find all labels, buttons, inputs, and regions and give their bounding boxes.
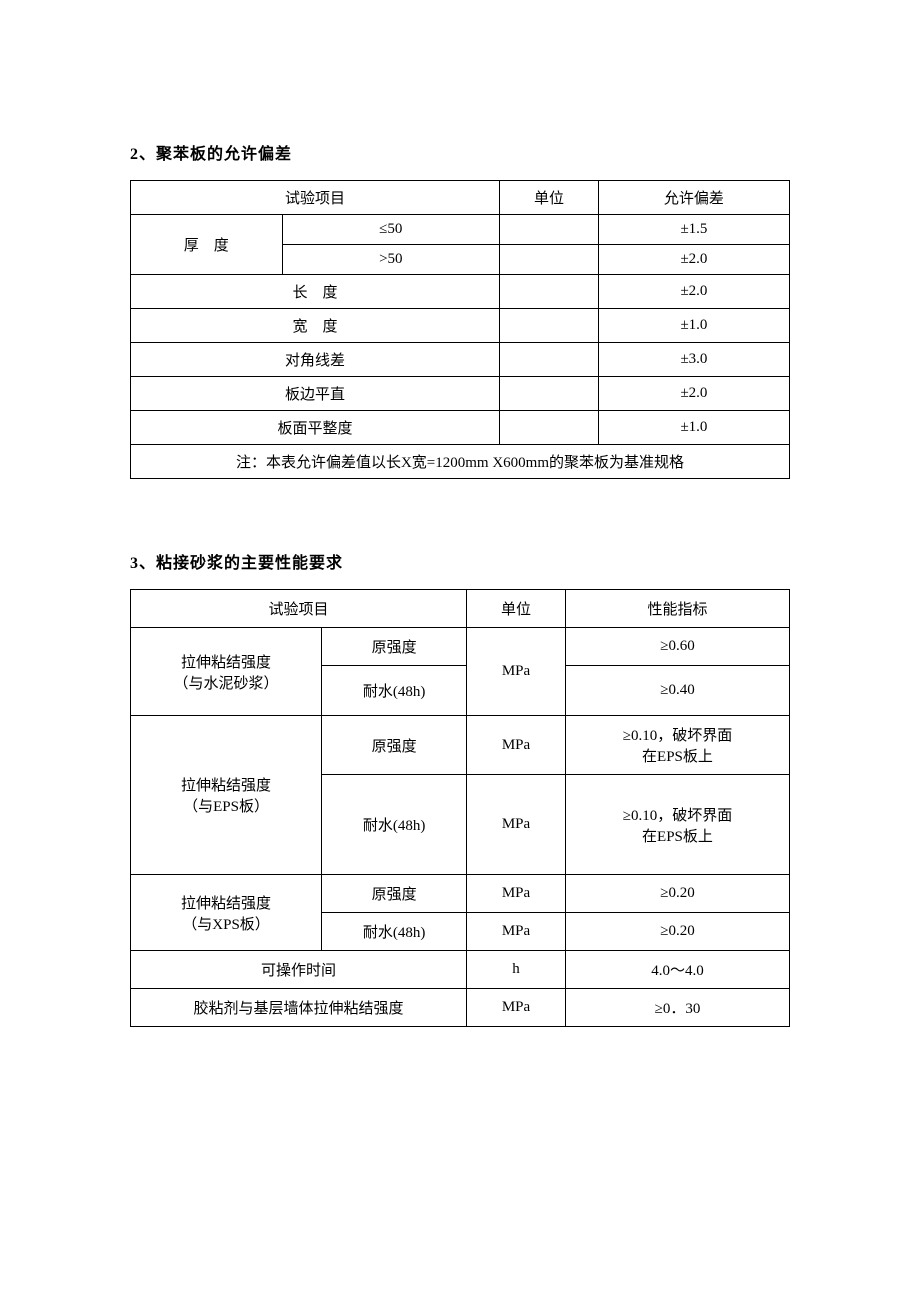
group-label-line2: （与水泥砂浆） — [174, 676, 279, 692]
cell-unit: MPa — [467, 628, 566, 716]
cell-unit — [500, 411, 599, 445]
cell-val: ≥0.20 — [565, 875, 789, 913]
cell-val: ±1.0 — [598, 309, 789, 343]
cell-unit: MPa — [467, 775, 566, 875]
cell-val: ≥0.20 — [565, 913, 789, 951]
header-item: 试验项目 — [131, 181, 500, 215]
table-note-row: 注：本表允许偏差值以长X宽=1200mm X600mm的聚苯板为基准规格 — [131, 445, 790, 479]
cell-param: 板边平直 — [131, 377, 500, 411]
cell-cond: 耐水(48h) — [322, 913, 467, 951]
cell-cond: 原强度 — [322, 875, 467, 913]
section-2-heading: 3、粘接砂浆的主要性能要求 — [130, 549, 790, 573]
cell-val: ±2.0 — [598, 245, 789, 275]
group-label: 拉伸粘结强度 （与XPS板） — [131, 875, 322, 951]
cell-val: ≥0.10，破坏界面 在EPS板上 — [565, 775, 789, 875]
val-line1: ≥0.10，破坏界面 — [623, 728, 732, 744]
val-line1: ≥0.10，破坏界面 — [623, 808, 732, 824]
cell-val: ±2.0 — [598, 377, 789, 411]
section-1-heading: 2、聚苯板的允许偏差 — [130, 140, 790, 164]
cell-unit — [500, 215, 599, 245]
table-row: 拉伸粘结强度 （与EPS板） 原强度 MPa ≥0.10，破坏界面 在EPS板上 — [131, 716, 790, 775]
group-label-line2: （与EPS板） — [183, 799, 269, 815]
header-unit: 单位 — [500, 181, 599, 215]
cell-cond: 耐水(48h) — [322, 775, 467, 875]
cell-val: ≥0.40 — [565, 666, 789, 716]
cell-unit: h — [467, 951, 566, 989]
cell-unit — [500, 377, 599, 411]
cell-param: >50 — [282, 245, 499, 275]
cell-val: ±1.0 — [598, 411, 789, 445]
group-label-line1: 拉伸粘结强度 — [181, 778, 271, 794]
cell-unit — [500, 309, 599, 343]
cell-val: ±3.0 — [598, 343, 789, 377]
cell-unit: MPa — [467, 989, 566, 1027]
table-row: 板面平整度 ±1.0 — [131, 411, 790, 445]
cell-param: ≤50 — [282, 215, 499, 245]
cell-unit — [500, 343, 599, 377]
val-line2: 在EPS板上 — [642, 749, 713, 765]
cell-cond: 耐水(48h) — [322, 666, 467, 716]
table-row: 长 度 ±2.0 — [131, 275, 790, 309]
header-tolerance: 允许偏差 — [598, 181, 789, 215]
table-row: 对角线差 ±3.0 — [131, 343, 790, 377]
cell-cond: 原强度 — [322, 716, 467, 775]
table-row: 宽 度 ±1.0 — [131, 309, 790, 343]
cell-val: ≥0．30 — [565, 989, 789, 1027]
cell-val: ≥0.60 — [565, 628, 789, 666]
group-label: 拉伸粘结强度 （与EPS板） — [131, 716, 322, 875]
cell-param: 对角线差 — [131, 343, 500, 377]
cell-unit: MPa — [467, 875, 566, 913]
cell-cond: 原强度 — [322, 628, 467, 666]
cell-unit — [500, 245, 599, 275]
cell-param: 可操作时间 — [131, 951, 467, 989]
val-line2: 在EPS板上 — [642, 829, 713, 845]
header-unit: 单位 — [467, 590, 566, 628]
group-label-line1: 拉伸粘结强度 — [181, 896, 271, 912]
table-row: 可操作时间 h 4.0～4.0 — [131, 951, 790, 989]
cell-val: 4.0～4.0 — [565, 951, 789, 989]
cell-param: 胶粘剂与基层墙体拉伸粘结强度 — [131, 989, 467, 1027]
cell-unit: MPa — [467, 913, 566, 951]
table-row: 板边平直 ±2.0 — [131, 377, 790, 411]
table-row: 厚 度 ≤50 ±1.5 — [131, 215, 790, 245]
cell-unit — [500, 275, 599, 309]
header-spec: 性能指标 — [565, 590, 789, 628]
thickness-label: 厚 度 — [131, 215, 283, 275]
table-header-row: 试验项目 单位 允许偏差 — [131, 181, 790, 215]
group-label-line2: （与XPS板） — [182, 917, 270, 933]
performance-table: 试验项目 单位 性能指标 拉伸粘结强度 （与水泥砂浆） 原强度 MPa ≥0.6… — [130, 589, 790, 1027]
header-item: 试验项目 — [131, 590, 467, 628]
table-row: 拉伸粘结强度 （与XPS板） 原强度 MPa ≥0.20 — [131, 875, 790, 913]
table-note: 注：本表允许偏差值以长X宽=1200mm X600mm的聚苯板为基准规格 — [131, 445, 790, 479]
cell-param: 宽 度 — [131, 309, 500, 343]
cell-param: 板面平整度 — [131, 411, 500, 445]
cell-val: ±1.5 — [598, 215, 789, 245]
cell-param: 长 度 — [131, 275, 500, 309]
cell-val: ±2.0 — [598, 275, 789, 309]
table-row: 胶粘剂与基层墙体拉伸粘结强度 MPa ≥0．30 — [131, 989, 790, 1027]
cell-val: ≥0.10，破坏界面 在EPS板上 — [565, 716, 789, 775]
table-row: 拉伸粘结强度 （与水泥砂浆） 原强度 MPa ≥0.60 — [131, 628, 790, 666]
cell-unit: MPa — [467, 716, 566, 775]
tolerance-table: 试验项目 单位 允许偏差 厚 度 ≤50 ±1.5 >50 ±2.0 长 度 ±… — [130, 180, 790, 479]
table-header-row: 试验项目 单位 性能指标 — [131, 590, 790, 628]
group-label-line1: 拉伸粘结强度 — [181, 655, 271, 671]
group-label: 拉伸粘结强度 （与水泥砂浆） — [131, 628, 322, 716]
